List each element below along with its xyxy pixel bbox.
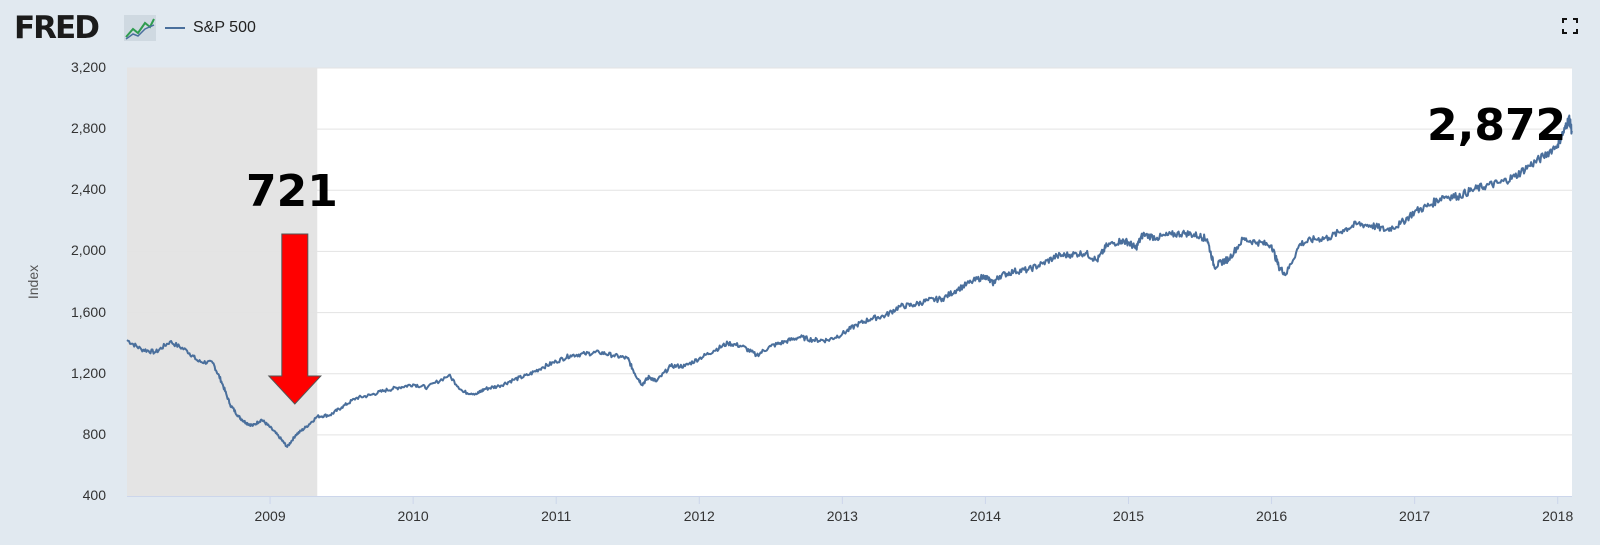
red-arrow-icon xyxy=(267,233,322,405)
y-tick-label: 800 xyxy=(82,425,106,442)
y-tick-label: 2,400 xyxy=(70,181,106,198)
fred-logo-chart-icon xyxy=(124,15,156,41)
y-tick-label: 1,600 xyxy=(70,303,106,320)
y-tick-label: 1,200 xyxy=(70,364,106,381)
x-tick-label: 2009 xyxy=(254,508,286,524)
x-tick-label: 2018 xyxy=(1542,508,1574,524)
fred-logo[interactable]: FRED xyxy=(14,10,100,46)
y-tick-label: 400 xyxy=(82,487,106,503)
x-tick-label: 2015 xyxy=(1112,508,1145,524)
x-tick-label: 2010 xyxy=(397,508,429,524)
x-tick-label: 2014 xyxy=(969,508,1001,524)
legend-swatch xyxy=(165,27,185,29)
high-value-annotation: 2,872 xyxy=(1427,100,1567,151)
chart-header: FRED S&P 500 xyxy=(0,0,1600,58)
x-tick-label: 2016 xyxy=(1255,508,1288,524)
y-axis-title: Index xyxy=(25,264,41,300)
legend-label: S&P 500 xyxy=(193,19,256,36)
series-line-sp500 xyxy=(126,114,1573,448)
plot-background xyxy=(127,68,1572,496)
x-tick-label: 2013 xyxy=(826,508,858,524)
x-tick-label: 2011 xyxy=(541,508,572,524)
y-tick-label: 3,200 xyxy=(70,59,106,75)
x-tick-label: 2012 xyxy=(683,508,715,524)
y-tick-label: 2,000 xyxy=(70,242,106,259)
x-tick-label: 2017 xyxy=(1399,508,1431,524)
low-value-annotation: 721 xyxy=(246,166,338,217)
fullscreen-icon[interactable] xyxy=(1562,18,1578,34)
y-tick-label: 2,800 xyxy=(70,120,106,137)
